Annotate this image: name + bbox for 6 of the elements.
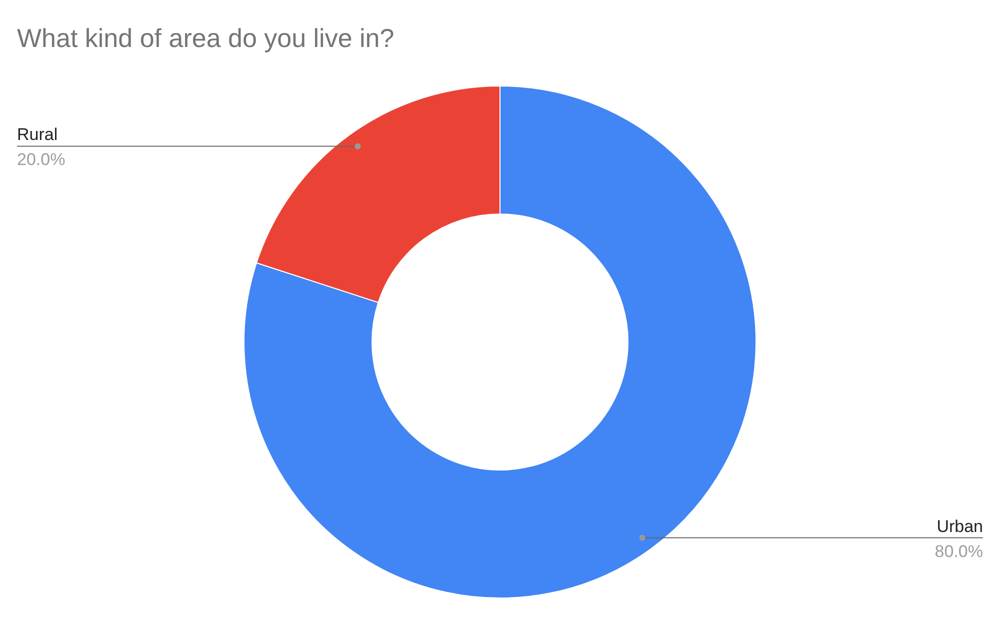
chart-title: What kind of area do you live in? bbox=[17, 23, 394, 53]
donut-slice bbox=[244, 86, 756, 598]
data-label: 80.0% bbox=[934, 542, 983, 561]
data-label: 20.0% bbox=[17, 150, 66, 170]
slice-label: Urban bbox=[936, 516, 983, 536]
slice-label: Rural bbox=[17, 125, 58, 144]
